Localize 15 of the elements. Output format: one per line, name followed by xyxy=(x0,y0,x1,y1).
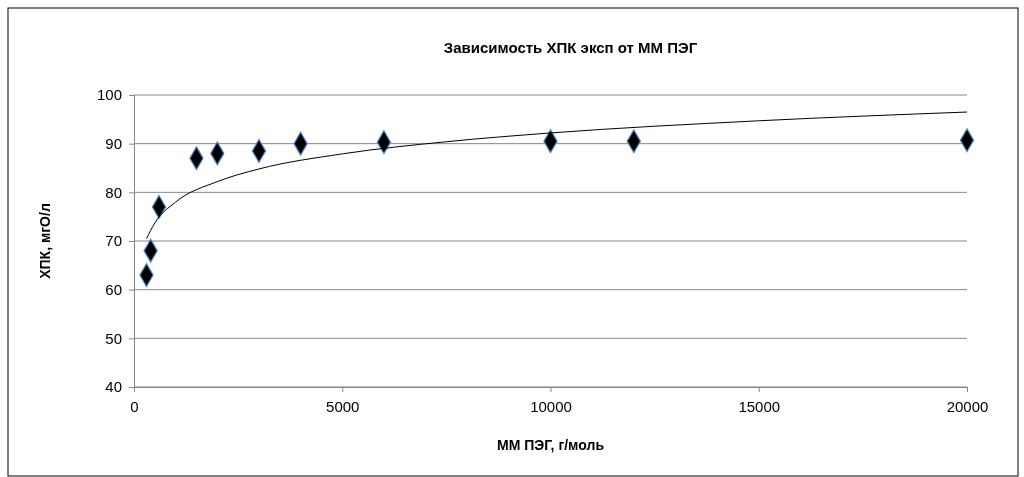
y-tick-label: 40 xyxy=(105,378,122,396)
y-tick-label: 100 xyxy=(96,86,122,104)
x-tick-label: 15000 xyxy=(738,397,781,415)
y-tick-label: 90 xyxy=(105,134,122,152)
x-tick-label: 20000 xyxy=(946,397,989,415)
y-tick-label: 70 xyxy=(105,232,122,250)
x-tick-label: 5000 xyxy=(326,397,360,415)
x-tick-label: 0 xyxy=(130,397,139,415)
x-axis-title: ММ ПЭГ, г/моль xyxy=(497,437,605,453)
x-tick-label: 10000 xyxy=(530,397,572,415)
y-tick-label: 80 xyxy=(105,183,122,201)
y-tick-label: 50 xyxy=(105,329,122,347)
chart-title: Зависимость ХПК эксп от ММ ПЭГ xyxy=(443,39,698,56)
y-tick-label: 60 xyxy=(105,280,122,298)
y-axis-title: ХПК, мгО/л xyxy=(37,203,53,279)
